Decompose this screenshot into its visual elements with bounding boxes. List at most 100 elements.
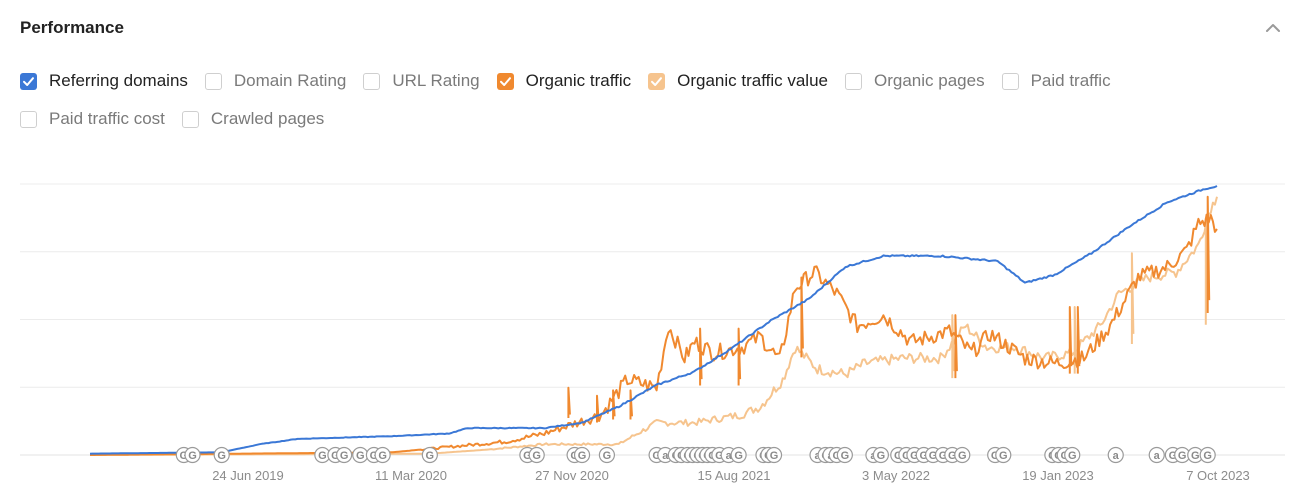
annotation-marker-label: G <box>991 450 1000 462</box>
checkbox[interactable] <box>496 72 514 90</box>
annotation-marker-label: G <box>1169 450 1178 462</box>
annotation-marker-label: G <box>877 450 886 462</box>
metric-options: Referring domains Domain Rating URL Rating… <box>20 70 1220 146</box>
option-paid-traffic[interactable]: Paid traffic <box>1001 70 1111 92</box>
checkbox[interactable] <box>204 72 222 90</box>
annotation-marker-label: G <box>180 450 189 462</box>
annotation-marker <box>1107 446 1124 464</box>
option-paid-traffic-cost[interactable]: Paid traffic cost <box>20 108 165 130</box>
annotation-marker-label: G <box>1203 450 1212 462</box>
section-title: Performance <box>20 18 124 37</box>
option-label: Organic traffic value <box>677 71 828 90</box>
option-label: Organic traffic <box>525 71 632 90</box>
x-tick-label: 7 Oct 2023 <box>1186 468 1250 483</box>
annotation-marker-label: G <box>929 450 938 462</box>
annotation-marker-label: G <box>715 450 724 462</box>
checkbox[interactable] <box>1001 72 1019 90</box>
annotation-marker-label: G <box>999 450 1008 462</box>
annotation-marker <box>1199 446 1216 464</box>
annotation-marker <box>598 446 616 464</box>
x-tick-label: 19 Jan 2023 <box>1022 468 1094 483</box>
annotation-marker <box>573 446 591 464</box>
annotation-marker-label: G <box>1178 450 1187 462</box>
annotation-marker-label: G <box>370 450 379 462</box>
annotation-marker-label: G <box>652 450 661 462</box>
annotation-marker <box>1148 446 1165 464</box>
annotation-marker-label: G <box>910 450 919 462</box>
annotation-marker-label: G <box>1068 450 1077 462</box>
checkbox[interactable] <box>845 72 862 90</box>
annotation-marker-label: G <box>1191 450 1200 462</box>
option-label: Paid traffic <box>1030 71 1111 90</box>
checkbox[interactable] <box>363 72 381 90</box>
series-line-referring-domains <box>89 185 1218 455</box>
annotation-marker-label: G <box>919 450 928 462</box>
annotation-marker-label: a <box>726 450 733 462</box>
option-label: Crawled pages <box>210 109 325 128</box>
annotation-marker-label: G <box>188 450 197 462</box>
annotation-marker-label: G <box>356 450 365 462</box>
option-referring-domains[interactable]: Referring domains <box>20 70 188 92</box>
annotation-marker <box>954 446 971 464</box>
annotation-marker-label: G <box>948 450 957 462</box>
annotation-marker-label: G <box>523 450 532 462</box>
annotation-marker-label: G <box>578 450 587 462</box>
annotation-marker-label: G <box>734 450 743 462</box>
x-tick-label: 11 Mar 2020 <box>375 468 447 483</box>
annotation-marker <box>836 446 853 464</box>
checkbox[interactable] <box>20 72 37 90</box>
option-organic-traffic[interactable]: Organic traffic <box>496 70 632 92</box>
option-label: Referring domains <box>49 71 188 90</box>
checkbox[interactable] <box>181 110 199 128</box>
x-tick-label: 24 Jun 2019 <box>212 468 284 483</box>
annotation-marker-label: G <box>318 450 327 462</box>
checkbox[interactable] <box>648 72 666 90</box>
annotation-marker <box>1064 446 1081 464</box>
annotation-marker-label: G <box>378 450 387 462</box>
option-organic-pages[interactable]: Organic pages <box>845 70 985 92</box>
option-crawled-pages[interactable]: Crawled pages <box>181 108 325 130</box>
check-icon <box>499 76 511 86</box>
annotation-marker-label: G <box>939 450 948 462</box>
option-label: Paid traffic cost <box>49 109 165 128</box>
checkbox[interactable] <box>20 110 37 128</box>
annotation-marker-label: G <box>832 450 841 462</box>
annotation-marker-label: G <box>217 450 226 462</box>
annotation-marker <box>421 446 438 464</box>
option-url-rating[interactable]: URL Rating <box>363 70 480 92</box>
annotation-marker-label: G <box>426 450 435 462</box>
annotation-marker <box>184 446 201 464</box>
annotation-marker-label: G <box>331 450 340 462</box>
series-line-organic-traffic-value <box>90 196 1218 456</box>
annotation-marker <box>765 446 783 464</box>
annotation-marker-label: G <box>958 450 967 462</box>
x-tick-label: 27 Nov 2020 <box>535 468 609 483</box>
annotation-marker <box>872 446 889 464</box>
x-tick-label: 15 Aug 2021 <box>697 468 770 483</box>
option-label: Domain Rating <box>233 71 347 90</box>
annotation-marker <box>336 446 353 464</box>
check-icon <box>651 76 663 86</box>
option-organic-traffic-value[interactable]: Organic traffic value <box>648 70 828 92</box>
series-line-organic-traffic <box>90 195 1218 456</box>
annotation-marker-label: G <box>841 450 850 462</box>
annotation-marker <box>213 446 230 464</box>
annotation-marker-label: G <box>603 450 612 462</box>
annotation-marker-label: a <box>1113 450 1120 462</box>
annotation-marker <box>528 446 545 464</box>
annotation-marker-label: a <box>1154 450 1161 462</box>
annotation-marker <box>374 446 391 464</box>
annotation-marker-label: G <box>340 450 349 462</box>
check-icon <box>23 76 34 86</box>
annotation-marker-label: a <box>662 450 669 462</box>
annotation-marker-label: G <box>532 450 541 462</box>
performance-chart: GGGGGGGGGGGGGGGGaGGGGGGGGGaGGGGaGaGGaGGG… <box>20 183 1285 483</box>
annotation-marker <box>995 446 1012 464</box>
option-domain-rating[interactable]: Domain Rating <box>204 70 347 92</box>
annotation-marker <box>730 446 747 464</box>
option-label: URL Rating <box>392 71 480 90</box>
option-label: Organic pages <box>874 71 985 90</box>
chevron-up-icon[interactable] <box>1263 18 1283 38</box>
annotation-marker-label: G <box>770 450 779 462</box>
annotation-marker-label: G <box>902 450 911 462</box>
